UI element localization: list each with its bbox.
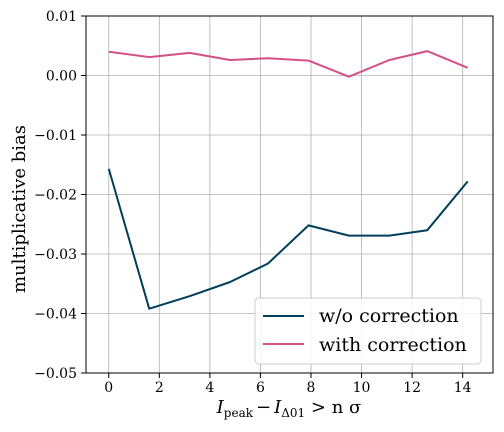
y-tick-label: 0.00: [46, 69, 77, 85]
y-tick-label: −0.02: [34, 188, 77, 204]
x-tick-label: 6: [256, 380, 265, 396]
x-label-rest: > n σ: [305, 397, 361, 418]
legend: w/o correction with correction: [255, 298, 481, 364]
x-label-sub1: peak: [224, 406, 254, 420]
x-tick-label: 10: [353, 380, 371, 396]
y-tick-label: −0.01: [34, 128, 77, 144]
x-label-sub2: Δ01: [281, 406, 305, 420]
legend-label-with-correction: with correction: [319, 334, 467, 356]
y-tick-label: −0.04: [34, 307, 77, 323]
x-tick-label: 4: [205, 380, 214, 396]
x-tick-label: 12: [403, 380, 421, 396]
legend-label-wo-correction: w/o correction: [319, 305, 459, 327]
y-tick-label: −0.05: [34, 366, 77, 382]
y-tick-label: −0.03: [34, 247, 77, 263]
x-tick-label: 0: [104, 380, 113, 396]
x-tick-label: 8: [307, 380, 316, 396]
x-label-minus: −: [256, 397, 271, 418]
y-axis-label: multiplicative bias: [9, 125, 30, 293]
y-tick-label: 0.01: [46, 9, 77, 25]
x-tick-label: 2: [155, 380, 164, 396]
x-tick-label: 14: [454, 380, 472, 396]
